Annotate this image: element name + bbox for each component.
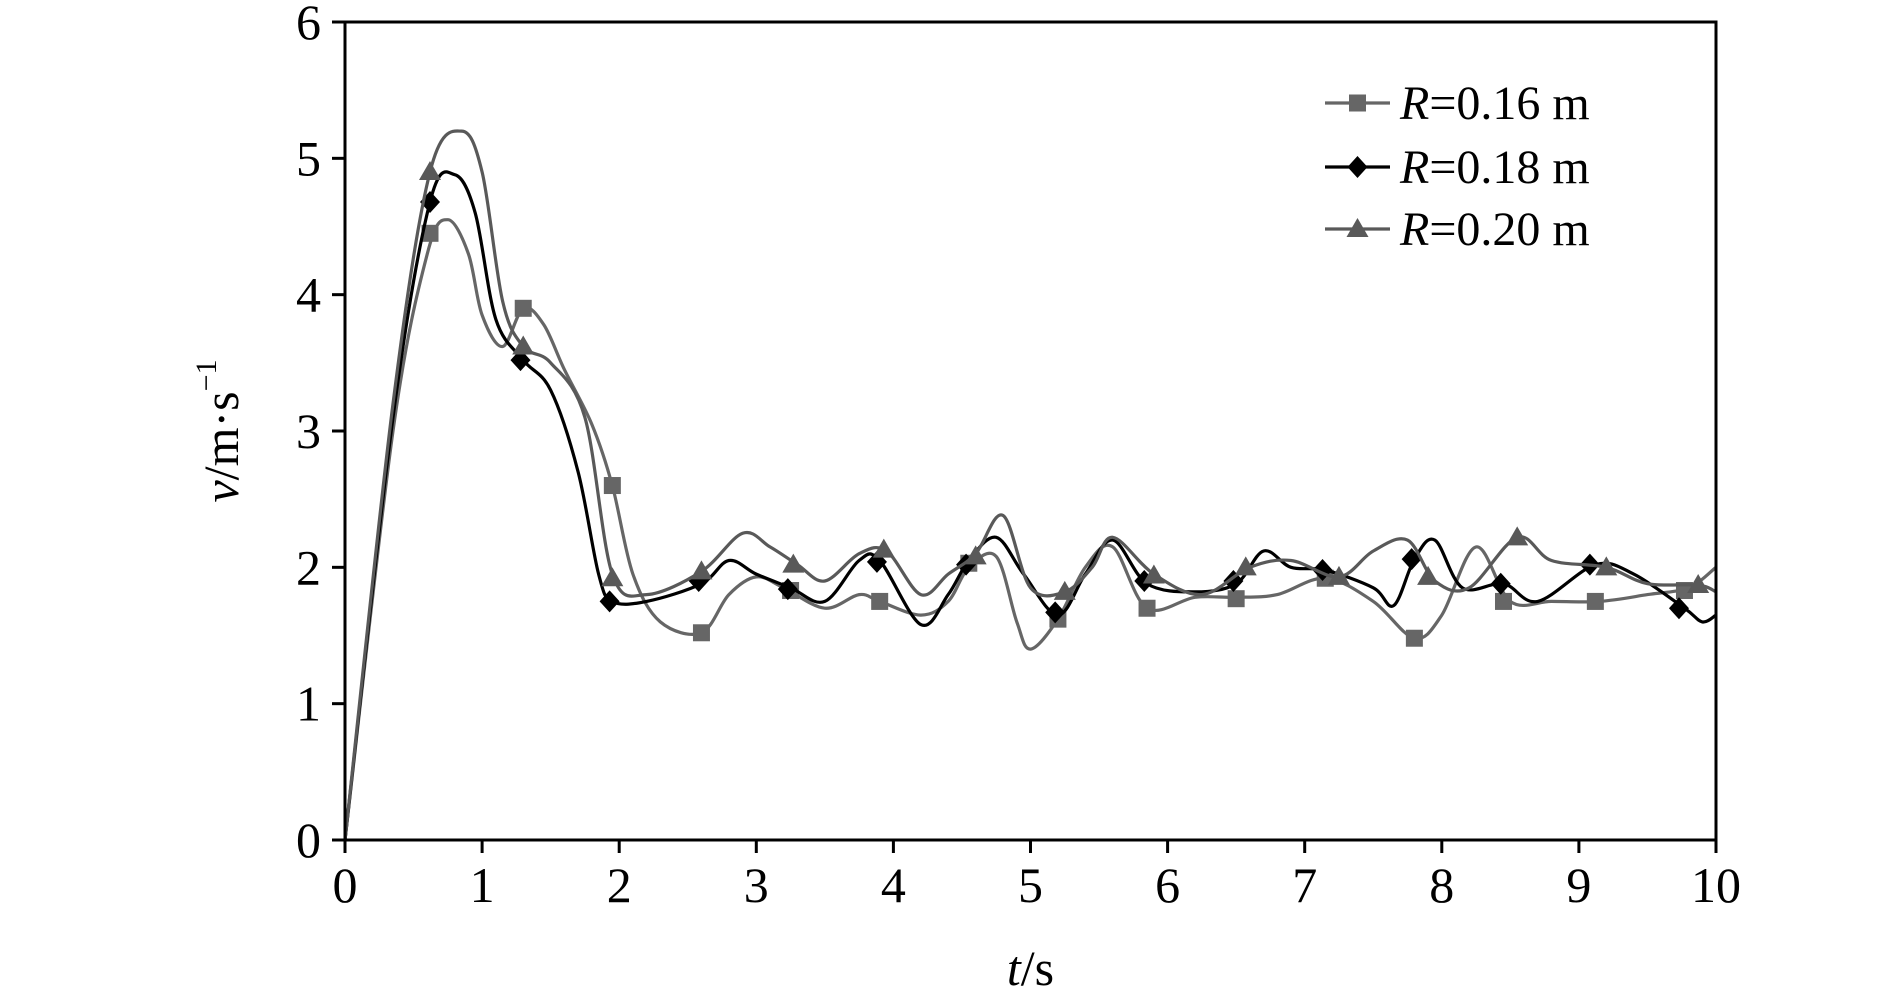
x-tick-label: 2 xyxy=(607,857,632,913)
data-point-r020 xyxy=(872,538,895,558)
series-layer xyxy=(343,129,1718,841)
data-point-r016 xyxy=(1405,629,1423,647)
data-point-r016 xyxy=(692,624,710,642)
y-tick-label: 6 xyxy=(296,0,321,50)
data-point-r020 xyxy=(601,567,624,587)
data-point-r016 xyxy=(514,299,532,317)
x-axis-label: t/s xyxy=(1007,940,1054,992)
data-point-r020 xyxy=(1417,565,1440,585)
data-point-r016 xyxy=(1494,592,1512,610)
y-tick-label: 5 xyxy=(296,130,321,186)
legend-label-r020: R=0.20 m xyxy=(1399,203,1590,256)
data-point-r018 xyxy=(777,578,798,601)
y-axis-variable: v xyxy=(193,480,249,503)
data-point-r016 xyxy=(1227,590,1245,608)
data-point-r016 xyxy=(1586,592,1604,610)
data-point-r020 xyxy=(419,160,442,180)
data-point-r020 xyxy=(1327,565,1350,585)
data-point-r020 xyxy=(512,335,535,355)
x-tick-label: 1 xyxy=(470,857,495,913)
data-point-r020 xyxy=(690,560,713,580)
legend-entry-r016: R=0.16 m xyxy=(1325,77,1590,130)
series-line-r018 xyxy=(343,170,1717,841)
data-point-r018 xyxy=(599,590,620,613)
data-point-r020 xyxy=(1234,556,1257,576)
y-tick-label: 0 xyxy=(296,812,321,868)
legend-value: =0.20 m xyxy=(1429,203,1589,256)
data-point-r016 xyxy=(1138,599,1156,617)
x-tick-label: 3 xyxy=(744,857,769,913)
legend-marker-r020 xyxy=(1346,218,1369,237)
data-point-r020 xyxy=(1506,526,1529,546)
series-line-r016 xyxy=(343,218,1718,841)
legend-entry-r020: R=0.20 m xyxy=(1325,203,1590,256)
data-point-r020 xyxy=(782,553,805,573)
y-tick-label: 3 xyxy=(296,403,321,459)
legend-marker-shape xyxy=(1347,156,1368,178)
x-axis-unit: /s xyxy=(1021,940,1054,992)
series-r018 xyxy=(343,170,1717,841)
legend-marker-r016 xyxy=(1349,94,1366,112)
y-tick-label: 2 xyxy=(296,539,321,595)
data-point-r016 xyxy=(871,592,889,610)
x-tick-label: 9 xyxy=(1566,857,1591,913)
y-axis-unit: /m·s xyxy=(193,391,249,480)
data-point-r020 xyxy=(1142,564,1165,584)
legend-label-r018: R=0.18 m xyxy=(1399,141,1590,194)
data-point-r020 xyxy=(964,545,987,565)
x-tick-label: 8 xyxy=(1429,857,1454,913)
data-point-r018 xyxy=(1045,601,1066,624)
y-tick-label: 1 xyxy=(296,676,321,732)
series-r016 xyxy=(343,218,1718,841)
data-point-r018 xyxy=(1668,597,1689,620)
x-tick-label: 4 xyxy=(881,857,906,913)
x-axis-variable: t xyxy=(1007,940,1022,992)
data-point-r020 xyxy=(1687,574,1710,594)
x-tick-label: 0 xyxy=(333,857,358,913)
y-tick-label: 4 xyxy=(296,267,321,323)
legend-variable: R xyxy=(1399,141,1429,194)
legend-marker-shape xyxy=(1346,218,1369,237)
x-tick-label: 7 xyxy=(1292,857,1317,913)
legend-entry-r018: R=0.18 m xyxy=(1325,141,1590,194)
legend-marker-shape xyxy=(1349,94,1366,112)
x-tick-label: 6 xyxy=(1155,857,1180,913)
legend-value: =0.18 m xyxy=(1429,141,1589,194)
y-axis-unit-exponent: −1 xyxy=(190,359,223,391)
x-tick-label: 10 xyxy=(1691,857,1741,913)
data-point-r016 xyxy=(421,224,439,242)
series-r020 xyxy=(343,129,1717,841)
data-point-r020 xyxy=(1053,580,1076,600)
legend-variable: R xyxy=(1399,77,1429,130)
data-point-r018 xyxy=(1490,572,1511,595)
y-axis-label: v/m·s−1 xyxy=(190,359,249,502)
data-point-r016 xyxy=(603,477,621,495)
legend-variable: R xyxy=(1399,203,1429,256)
legend: R=0.16 m R=0.18 m R=0.20 m xyxy=(1325,77,1590,256)
data-point-r018 xyxy=(510,349,531,372)
legend-marker-r018 xyxy=(1347,156,1368,178)
legend-label-r016: R=0.16 m xyxy=(1399,77,1590,130)
ticks-layer: 0 1 2 3 4 5 6 7 8 9 10 0 1 2 3 4 5 6 xyxy=(296,0,1741,913)
data-point-r020 xyxy=(1595,556,1618,576)
x-tick-label: 5 xyxy=(1018,857,1043,913)
legend-value: =0.16 m xyxy=(1429,77,1589,130)
